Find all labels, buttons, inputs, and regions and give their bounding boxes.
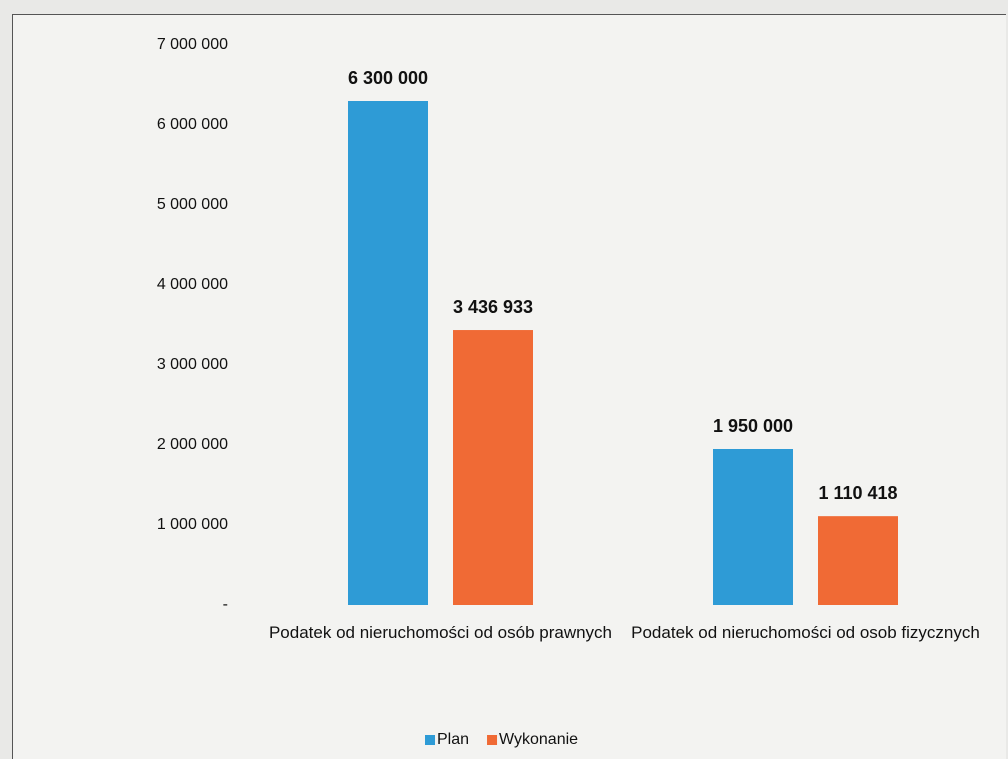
value-label: 3 436 933: [453, 297, 533, 317]
y-tick-label: 6 000 000: [157, 116, 228, 133]
bar: [713, 449, 793, 605]
bar: [818, 516, 898, 605]
legend-label: Plan: [437, 731, 469, 748]
legend-swatch: [425, 735, 435, 745]
value-label: 1 950 000: [713, 416, 793, 436]
y-tick-label: 1 000 000: [157, 516, 228, 533]
x-tick-label: Podatek od nieruchomości od osób prawnyc…: [268, 623, 613, 642]
value-label: 1 110 418: [818, 483, 897, 503]
legend-label: Wykonanie: [499, 731, 578, 748]
bar: [348, 101, 428, 605]
y-tick-label: 4 000 000: [157, 276, 228, 293]
y-tick-label: -: [223, 596, 228, 613]
y-tick-label: 7 000 000: [157, 36, 228, 53]
y-tick-label: 2 000 000: [157, 436, 228, 453]
bar: [453, 330, 533, 605]
value-label: 6 300 000: [348, 68, 428, 88]
y-tick-label: 3 000 000: [157, 356, 228, 373]
y-tick-label: 5 000 000: [157, 196, 228, 213]
x-tick-label: Podatek od nieruchomości od osob fizyczn…: [631, 623, 980, 642]
legend-swatch: [487, 735, 498, 745]
